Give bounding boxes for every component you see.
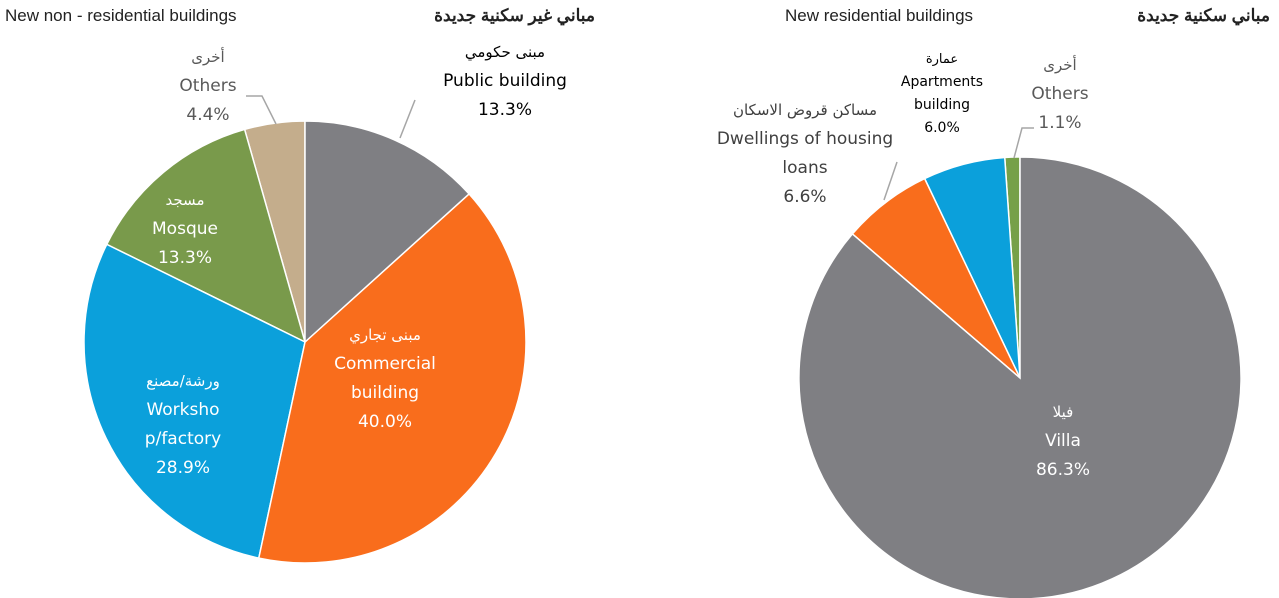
leader-line: [1013, 127, 1034, 159]
label-ar: عمارة: [925, 52, 959, 67]
chart-title: New non - residential buildings: [5, 6, 237, 25]
label-pct: 6.0%: [924, 120, 960, 136]
chart-title-ar: مباني غير سكنية جديدة: [434, 6, 595, 25]
label-pct: 40.0%: [357, 412, 412, 432]
label-pct: 13.3%: [477, 100, 532, 120]
slice-label: مبنى تجاري Commercial building 40.0%: [315, 321, 455, 437]
slice-label: مبنى حكومي Public building 13.3%: [405, 38, 605, 125]
label-pct: 1.1%: [1038, 113, 1082, 133]
chart-title-ar: مباني سكنية جديدة: [1137, 6, 1270, 25]
label-pct: 86.3%: [1035, 460, 1090, 480]
slice-label: ورشة/مصنع Workshop/factory 28.9%: [143, 367, 223, 483]
label-pct: 28.9%: [155, 458, 210, 478]
pie-slice: [798, 156, 1242, 598]
slice-label: عمارة Apartments building 6.0%: [887, 48, 997, 140]
label-ar: مبنى حكومي: [464, 43, 546, 61]
label-pct: 13.3%: [157, 248, 212, 268]
label-ar: ورشة/مصنع: [146, 372, 220, 390]
slice-label: أخرى Others 4.4%: [158, 43, 258, 130]
slice-label: مسجد Mosque 13.3%: [125, 186, 245, 273]
label-en: Others: [1031, 84, 1089, 104]
label-ar: أخرى: [1043, 56, 1077, 74]
chart-title: New residential buildings: [785, 6, 974, 25]
label-en: Public building: [443, 71, 567, 91]
pie-slice: [83, 243, 306, 560]
label-ar: أخرى: [191, 48, 225, 66]
label-en: Workshop/factory: [144, 400, 222, 449]
pie-slice: [257, 192, 527, 564]
label-en: Villa: [1045, 431, 1081, 451]
leader-line: [246, 95, 277, 125]
label-en: Apartments building: [900, 74, 984, 113]
label-en: Mosque: [152, 219, 218, 239]
label-pct: 4.4%: [186, 105, 230, 125]
leader-line: [399, 99, 416, 139]
slice-label: فيلا Villa 86.3%: [1003, 398, 1123, 485]
slice-label: مساكن قروض الاسكان Dwellings of housing l…: [705, 96, 905, 212]
leader-line: [883, 161, 898, 201]
label-ar: مساكن قروض الاسكان: [732, 101, 878, 119]
label-en: Dwellings of housing loans: [716, 129, 894, 178]
label-pct: 6.6%: [783, 187, 827, 207]
label-en: Others: [179, 76, 237, 96]
pie-slice: [304, 120, 471, 344]
pie-slice: [105, 128, 307, 344]
slice-label: أخرى Others 1.1%: [1010, 51, 1110, 138]
label-en: Commercial building: [334, 354, 436, 403]
label-ar: مبنى تجاري: [349, 326, 421, 344]
label-ar: فيلا: [1052, 403, 1074, 421]
label-ar: مسجد: [165, 191, 205, 209]
